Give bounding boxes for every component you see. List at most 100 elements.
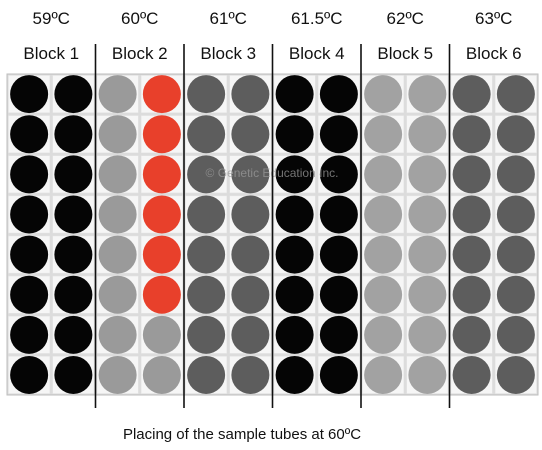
sample-tube (275, 235, 314, 274)
sample-tube (496, 315, 535, 354)
sample-tube (231, 155, 270, 194)
sample-tube-red (142, 75, 181, 114)
sample-tube (319, 235, 358, 274)
sample-tube (231, 315, 270, 354)
sample-tube (275, 275, 314, 314)
sample-tube (319, 195, 358, 234)
sample-tube-red (142, 195, 181, 234)
sample-tube (10, 275, 49, 314)
sample-tube (10, 195, 49, 234)
block-name-label: Block 5 (377, 44, 433, 63)
sample-tube (10, 155, 49, 194)
sample-tube (408, 155, 447, 194)
sample-tube (10, 355, 49, 394)
block-temperature-label: 61ºC (210, 9, 247, 28)
sample-tube (275, 155, 314, 194)
sample-tube (98, 115, 137, 154)
sample-tube (364, 115, 403, 154)
sample-tube (364, 155, 403, 194)
sample-tube (452, 75, 491, 114)
sample-tube (275, 315, 314, 354)
sample-tube (408, 115, 447, 154)
sample-tube (187, 75, 226, 114)
sample-tube (364, 315, 403, 354)
sample-tube (10, 315, 49, 354)
sample-tube (319, 355, 358, 394)
sample-tube (452, 155, 491, 194)
sample-tube (187, 315, 226, 354)
block-temperature-label: 61.5ºC (291, 9, 343, 28)
sample-tube-red (142, 275, 181, 314)
sample-tube (408, 195, 447, 234)
sample-tube (319, 275, 358, 314)
block-name-label: Block 1 (23, 44, 79, 63)
sample-tube (496, 235, 535, 274)
sample-tubes (10, 75, 535, 394)
sample-tube (452, 275, 491, 314)
sample-tube (54, 355, 93, 394)
sample-tube (54, 235, 93, 274)
block-labels: 59ºC Block 1 60ºC Block 2 61ºC Block 3 61.5ºC B… (23, 9, 521, 63)
sample-tube (408, 355, 447, 394)
sample-tube (187, 275, 226, 314)
sample-tube (364, 275, 403, 314)
sample-tube (54, 115, 93, 154)
sample-tube (496, 75, 535, 114)
block-name-label: Block 6 (466, 44, 522, 63)
sample-tube (364, 355, 403, 394)
sample-tube-red (142, 115, 181, 154)
block-temperature-label: 60ºC (121, 9, 158, 28)
sample-tube (98, 235, 137, 274)
sample-tube (187, 115, 226, 154)
sample-tube (231, 75, 270, 114)
sample-tube (275, 195, 314, 234)
sample-tube (452, 235, 491, 274)
sample-tube (54, 275, 93, 314)
sample-tube (319, 315, 358, 354)
sample-tube (98, 155, 137, 194)
sample-tube (231, 355, 270, 394)
sample-tube (231, 275, 270, 314)
sample-tube (142, 355, 181, 394)
sample-tube (54, 155, 93, 194)
block-name-label: Block 4 (289, 44, 345, 63)
sample-tube (408, 275, 447, 314)
sample-tube (54, 75, 93, 114)
sample-tube (187, 155, 226, 194)
sample-tube-red (142, 235, 181, 274)
sample-tube (319, 155, 358, 194)
sample-tube (98, 195, 137, 234)
sample-tube (496, 275, 535, 314)
block-name-label: Block 2 (112, 44, 168, 63)
sample-tube (275, 355, 314, 394)
sample-tube (408, 235, 447, 274)
block-temperature-label: 59ºC (33, 9, 70, 28)
sample-tube (187, 355, 226, 394)
sample-tube (452, 315, 491, 354)
sample-tube (364, 235, 403, 274)
sample-tube (496, 155, 535, 194)
sample-tube (408, 315, 447, 354)
sample-tube (98, 355, 137, 394)
sample-tube (231, 235, 270, 274)
sample-tube (98, 315, 137, 354)
sample-tube (452, 195, 491, 234)
sample-tube (364, 75, 403, 114)
sample-tube (452, 115, 491, 154)
block-temperature-label: 63ºC (475, 9, 512, 28)
sample-tube (496, 115, 535, 154)
sample-tube (408, 75, 447, 114)
figure-caption: Placing of the sample tubes at 60ºC (122, 426, 362, 443)
sample-tube (452, 355, 491, 394)
sample-tube (231, 195, 270, 234)
sample-tube (10, 75, 49, 114)
sample-tube (319, 115, 358, 154)
block-temperature-label: 62ºC (387, 9, 424, 28)
sample-tube (319, 75, 358, 114)
sample-tube (98, 75, 137, 114)
sample-tube (98, 275, 137, 314)
sample-tube (275, 115, 314, 154)
block-name-label: Block 3 (200, 44, 256, 63)
block-dividers (94, 44, 451, 408)
sample-tube (187, 195, 226, 234)
